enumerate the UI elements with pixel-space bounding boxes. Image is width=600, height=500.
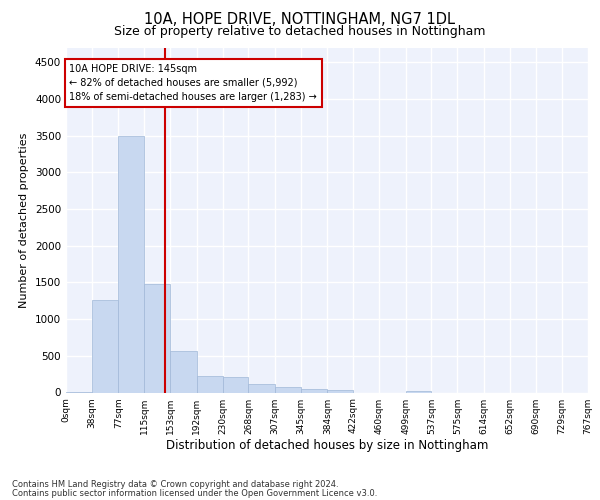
Bar xyxy=(144,284,170,393)
Bar xyxy=(170,352,197,393)
Text: 10A, HOPE DRIVE, NOTTINGHAM, NG7 1DL: 10A, HOPE DRIVE, NOTTINGHAM, NG7 1DL xyxy=(145,12,455,28)
Y-axis label: Number of detached properties: Number of detached properties xyxy=(19,132,29,308)
Bar xyxy=(248,384,275,392)
Text: Size of property relative to detached houses in Nottingham: Size of property relative to detached ho… xyxy=(114,25,486,38)
Text: Contains HM Land Registry data © Crown copyright and database right 2024.: Contains HM Land Registry data © Crown c… xyxy=(12,480,338,489)
Bar xyxy=(197,376,223,392)
Text: Contains public sector information licensed under the Open Government Licence v3: Contains public sector information licen… xyxy=(12,489,377,498)
Bar xyxy=(118,136,144,392)
Bar xyxy=(328,390,353,392)
X-axis label: Distribution of detached houses by size in Nottingham: Distribution of detached houses by size … xyxy=(166,440,488,452)
Bar xyxy=(301,389,328,392)
Text: 10A HOPE DRIVE: 145sqm
← 82% of detached houses are smaller (5,992)
18% of semi-: 10A HOPE DRIVE: 145sqm ← 82% of detached… xyxy=(70,64,317,102)
Bar xyxy=(92,300,118,392)
Bar xyxy=(223,377,248,392)
Bar xyxy=(406,391,431,392)
Bar xyxy=(275,386,301,392)
